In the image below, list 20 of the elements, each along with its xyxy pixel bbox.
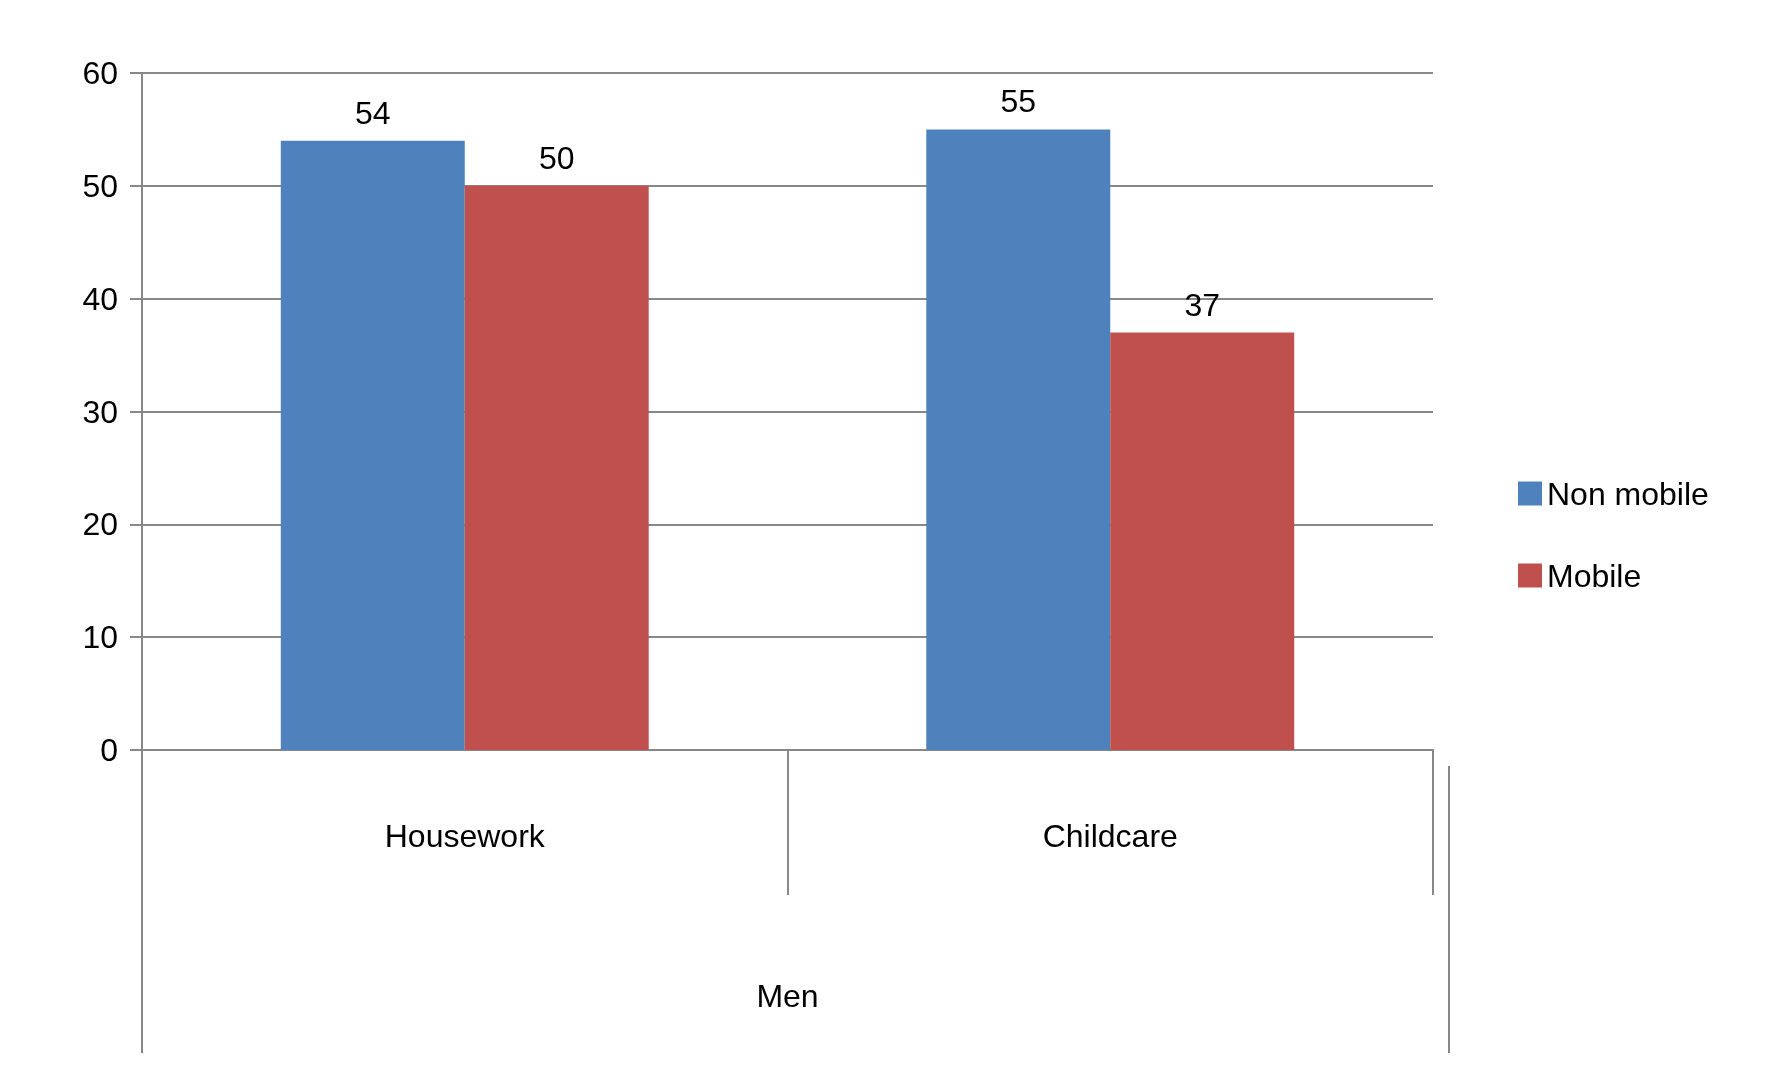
data-label: 54	[354, 94, 391, 131]
bar	[1110, 332, 1295, 750]
x-tick-label: Housework	[384, 818, 546, 854]
data-label: 50	[538, 139, 575, 176]
legend-label: Non mobile	[1547, 475, 1709, 512]
y-tick-label: 60	[82, 55, 118, 91]
x-tick-label: Childcare	[1042, 818, 1178, 854]
bar	[280, 140, 465, 750]
data-label: 55	[1000, 83, 1037, 120]
legend-label: Mobile	[1547, 557, 1642, 594]
bar	[464, 185, 649, 750]
y-tick-label: 20	[82, 506, 118, 543]
y-tick-label: 30	[82, 393, 118, 430]
y-tick-label: 40	[82, 280, 118, 317]
y-tick-label: 50	[82, 167, 118, 204]
y-tick-label: 10	[82, 619, 118, 656]
y-tick-label: 0	[100, 732, 118, 768]
data-label: 37	[1184, 286, 1221, 323]
bar	[926, 129, 1111, 750]
x-axis-title: Men	[756, 978, 819, 1014]
